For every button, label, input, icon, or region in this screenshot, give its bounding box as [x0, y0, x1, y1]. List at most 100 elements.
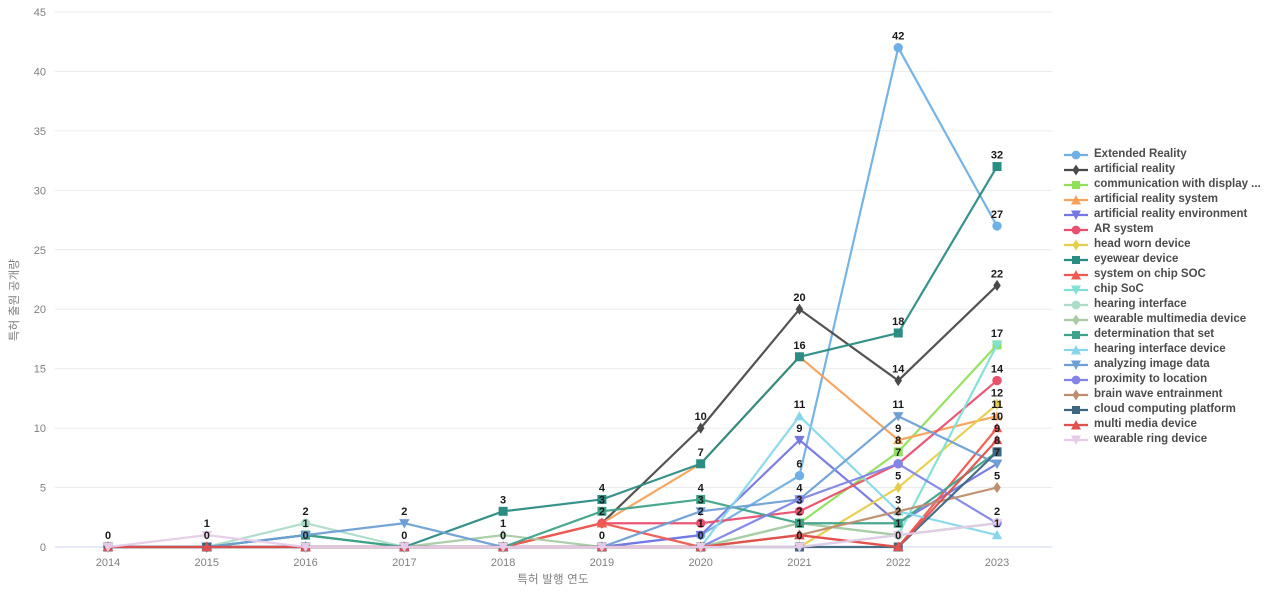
point-value-label: 1: [994, 518, 1000, 530]
y-tick-label: 5: [40, 483, 46, 495]
point-value-label: 16: [793, 340, 805, 352]
series-line: [106, 450, 999, 549]
point-value-label: 8: [895, 435, 901, 447]
point-value-label: 9: [796, 423, 802, 435]
point-value-label: 0: [302, 530, 308, 542]
legend-item[interactable]: chip SoC: [1063, 282, 1261, 297]
y-axis-title: 특허 출원 공개량: [9, 258, 21, 342]
point-value-label: 10: [991, 411, 1003, 423]
y-tick-label: 35: [34, 126, 46, 138]
series-marker: [695, 530, 706, 541]
point-value-label: 1: [895, 518, 901, 530]
legend-item[interactable]: Extended Reality: [1063, 147, 1261, 162]
point-value-label: 0: [204, 530, 210, 542]
point-value-label: 10: [695, 411, 707, 423]
series-marker: [794, 506, 805, 517]
legend-item[interactable]: determination that set: [1063, 327, 1261, 342]
series-marker: [597, 506, 607, 516]
legend-item[interactable]: hearing interface device: [1063, 342, 1261, 357]
legend: Extended Reality artificial reality commun…: [1063, 147, 1261, 447]
series-marker: [794, 411, 805, 421]
series-marker: [696, 518, 706, 528]
y-tick-label: 0: [40, 542, 46, 554]
series-marker: [794, 494, 805, 505]
legend-item[interactable]: eyewear device: [1063, 252, 1261, 267]
point-value-label: 7: [994, 447, 1000, 459]
point-value-label: 0: [599, 530, 605, 542]
series-marker: [596, 518, 608, 528]
point-value-label: 2: [401, 506, 407, 518]
point-value-label: 1: [204, 518, 210, 530]
legend-item[interactable]: artificial reality system: [1063, 192, 1261, 207]
series-marker: [499, 529, 507, 541]
legend-item[interactable]: hearing interface: [1063, 297, 1261, 312]
point-value-label: 1: [302, 518, 308, 530]
series-marker: [695, 507, 706, 517]
series-marker: [300, 530, 311, 541]
point-value-label: 1: [698, 518, 704, 530]
legend-label: AR system: [1094, 223, 1154, 235]
triangle-up-legend-marker-icon: [1064, 269, 1088, 279]
series-marker: [596, 542, 608, 553]
series-marker: [893, 459, 903, 469]
point-value-label: 7: [698, 447, 704, 459]
point-value-label: 12: [991, 387, 1003, 399]
point-value-label: 0: [105, 530, 111, 542]
point-value-label: 18: [892, 316, 904, 328]
triangle-down-legend-marker-icon: [1064, 285, 1088, 295]
y-tick-label: 15: [34, 364, 46, 376]
point-value-label: 4: [698, 482, 705, 494]
point-value-label: 9: [994, 423, 1000, 435]
point-value-label: 3: [895, 494, 901, 506]
legend-item[interactable]: analyzing image data: [1063, 357, 1261, 372]
series-marker: [399, 519, 410, 529]
diamond-legend-marker-icon: [1064, 314, 1088, 325]
legend-label: Extended Reality: [1094, 148, 1187, 160]
legend-item[interactable]: artificial reality environment: [1063, 207, 1261, 222]
series-marker: [201, 530, 212, 541]
point-value-label: 2: [895, 506, 901, 518]
legend-label: brain wave entrainment: [1094, 388, 1223, 400]
series-marker: [794, 518, 804, 528]
series-marker: [696, 459, 706, 469]
legend-label: communication with display ...: [1094, 178, 1261, 190]
series-marker: [993, 481, 1001, 494]
point-value-label: 3: [599, 494, 605, 506]
legend-item[interactable]: wearable ring device: [1063, 432, 1261, 447]
x-tick-label: 2020: [688, 557, 712, 569]
x-tick-label: 2021: [787, 557, 811, 569]
triangle-down-legend-marker-icon: [1064, 360, 1088, 370]
series-marker: [300, 542, 311, 553]
series-marker: [498, 506, 508, 516]
legend-item[interactable]: multi media device: [1063, 417, 1261, 432]
legend-item[interactable]: proximity to location: [1063, 372, 1261, 387]
series-line: [106, 355, 999, 549]
legend-item[interactable]: wearable multimedia device: [1063, 312, 1261, 327]
legend-item[interactable]: cloud computing platform: [1063, 402, 1261, 417]
series-marker: [794, 542, 805, 553]
x-tick-label: 2023: [985, 557, 1009, 569]
point-value-label: 4: [796, 482, 803, 494]
legend-item[interactable]: communication with display ...: [1063, 177, 1261, 192]
point-value-label: 2: [994, 506, 1000, 518]
point-value-label: 9: [895, 423, 901, 435]
legend-item[interactable]: system on chip SOC: [1063, 267, 1261, 282]
series-marker: [102, 542, 114, 553]
series-marker: [992, 375, 1002, 386]
series-marker: [894, 374, 903, 387]
x-tick-label: 2019: [590, 557, 614, 569]
point-value-label: 32: [991, 150, 1003, 162]
legend-item[interactable]: head worn device: [1063, 237, 1261, 252]
series-marker: [993, 279, 1001, 292]
legend-item[interactable]: AR system: [1063, 222, 1261, 237]
series-marker: [991, 340, 1003, 351]
legend-item[interactable]: brain wave entrainment: [1063, 387, 1261, 402]
legend-item[interactable]: artificial reality: [1063, 162, 1261, 177]
series-marker: [893, 434, 904, 445]
point-value-label: 3: [698, 494, 704, 506]
triangle-up-legend-marker-icon: [1064, 419, 1088, 429]
triangle-up-legend-marker-icon: [1064, 194, 1088, 204]
point-value-label: 20: [793, 292, 805, 304]
series-marker: [794, 529, 805, 540]
